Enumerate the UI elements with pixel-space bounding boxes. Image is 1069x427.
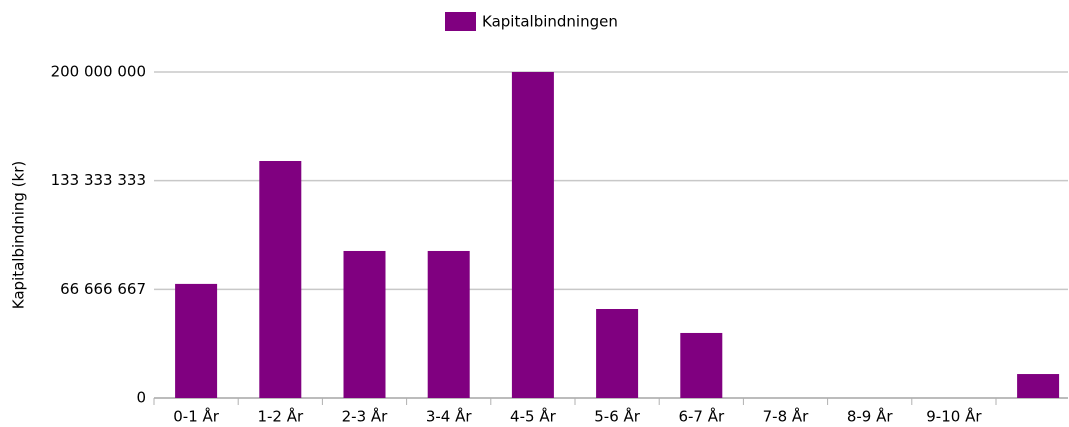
- x-tick-label: 1-2 År: [257, 407, 304, 426]
- bar: [680, 332, 723, 398]
- y-tick-label: 200 000 000: [51, 63, 146, 81]
- x-tick-label: 4-5 År: [510, 407, 557, 426]
- bar: [175, 283, 218, 398]
- bar: [596, 309, 639, 398]
- bar: [427, 250, 470, 398]
- x-tick-label: 9-10 År: [926, 407, 982, 426]
- x-tick-label: 6-7 År: [678, 407, 725, 426]
- x-tick-label: 2-3 År: [342, 407, 389, 426]
- bar: [1017, 374, 1060, 398]
- x-tick-label: 8-9 År: [847, 407, 894, 426]
- x-tick-label: 7-8 År: [763, 407, 810, 426]
- bar: [259, 160, 302, 398]
- x-tick-label: 0-1 År: [173, 407, 220, 426]
- x-tick-label: 5-6 År: [594, 407, 641, 426]
- legend-swatch: [445, 12, 476, 31]
- y-axis-title: Kapitalbindning (kr): [10, 161, 28, 309]
- y-tick-label: 133 333 333: [51, 171, 146, 189]
- y-tick-label: 0: [136, 389, 146, 407]
- bar: [343, 250, 386, 398]
- bar: [511, 72, 554, 398]
- x-tick-label: 3-4 År: [426, 407, 473, 426]
- y-tick-label: 66 666 667: [60, 280, 146, 298]
- legend-label: Kapitalbindningen: [482, 13, 618, 31]
